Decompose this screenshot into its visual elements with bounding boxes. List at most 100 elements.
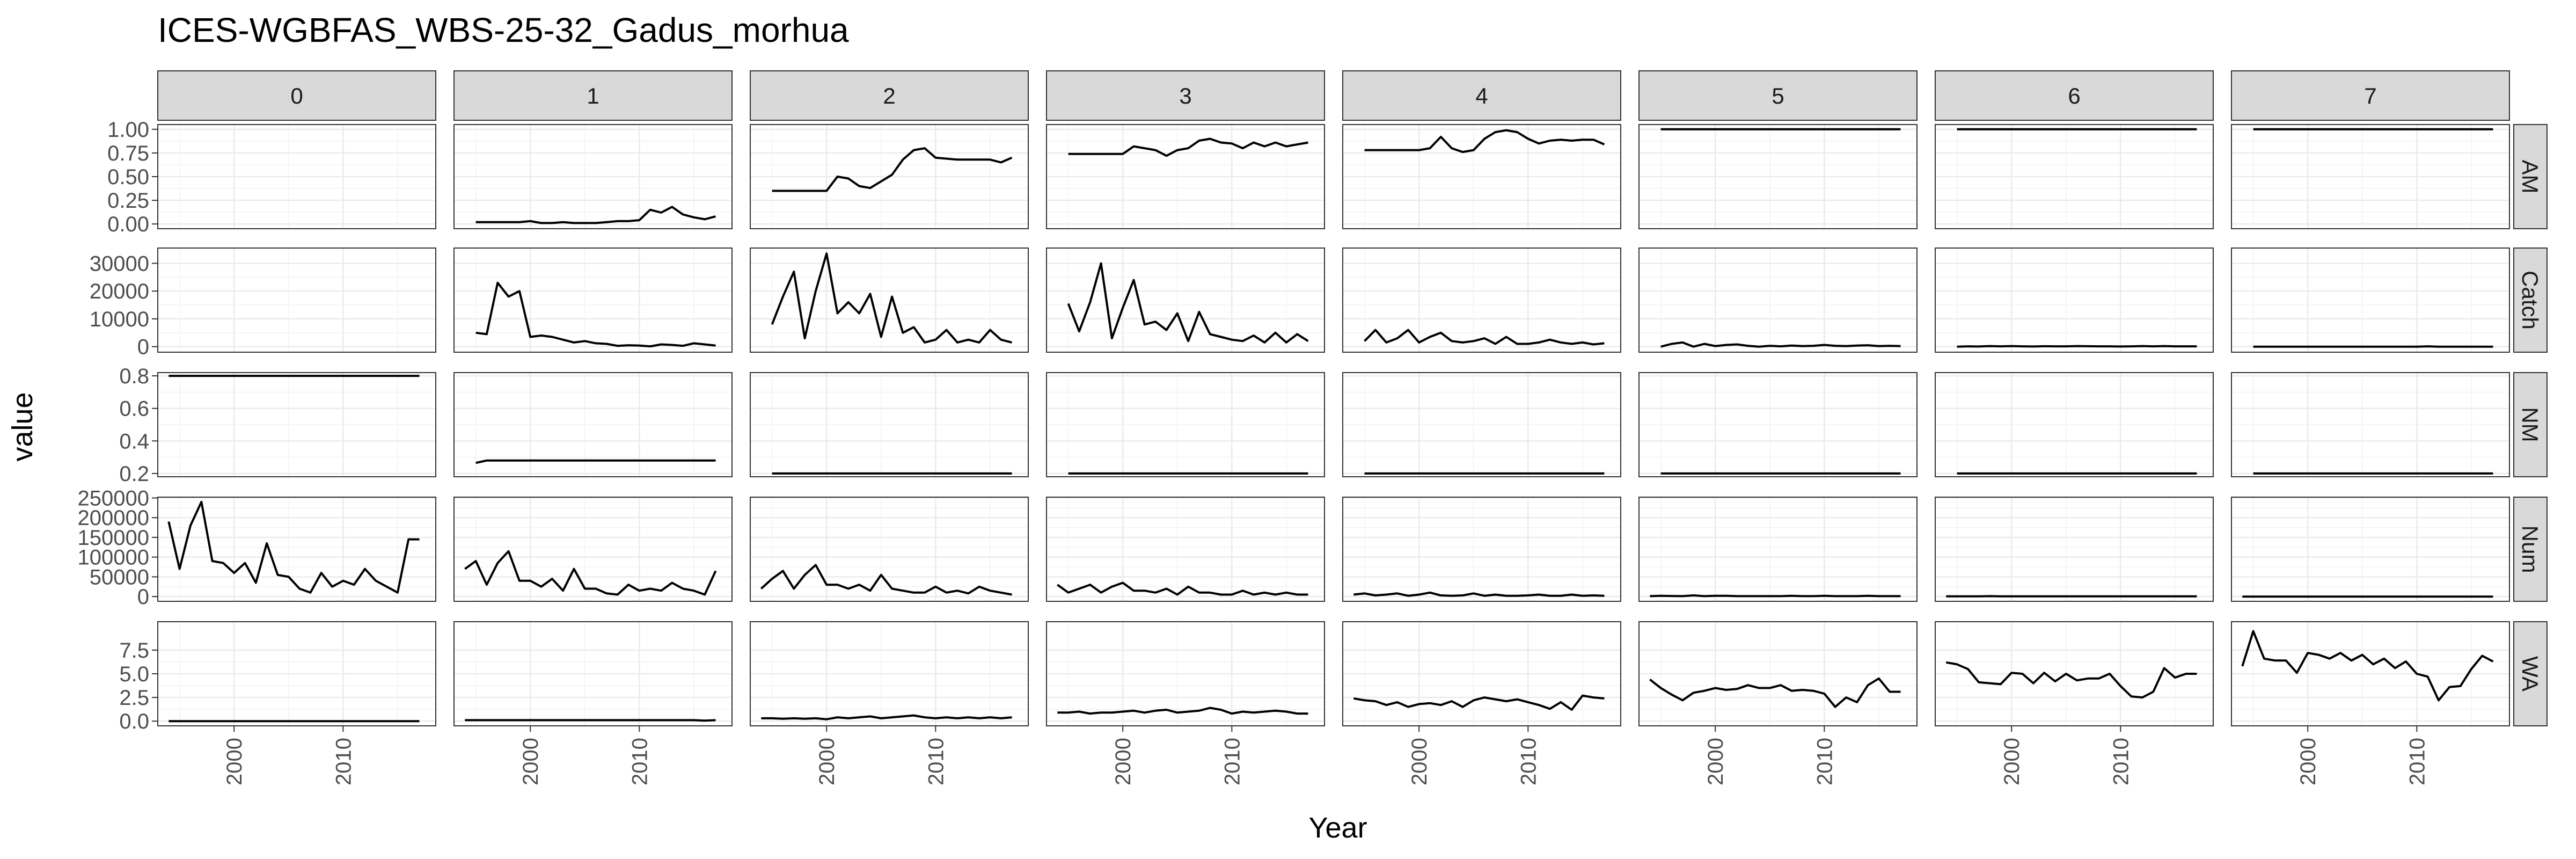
panel-Catch-age-7	[2231, 247, 2510, 353]
facet-strip-label-age-4: 4	[1475, 83, 1488, 108]
chart-title: ICES-WGBFAS_WBS-25-32_Gadus_morhua	[158, 11, 849, 49]
panel-bg	[454, 248, 732, 352]
y-tick-label-Catch-1: 10000	[90, 308, 149, 331]
facet-strip-label-age-6: 6	[2068, 83, 2080, 108]
series-line-AM-age-4	[1364, 129, 1605, 154]
x-tick-label-age-5-2010: 2010	[1813, 738, 1836, 785]
y-tick-label-Num-5: 250000	[78, 486, 149, 510]
panel-border	[157, 247, 436, 353]
y-tick-label-WA-2: 5.0	[119, 663, 149, 686]
facet-strip-age-5	[1638, 70, 1918, 121]
series-line-WA-age-6	[1945, 661, 2197, 699]
panel-bg	[1639, 497, 1917, 601]
panel-border	[157, 124, 436, 229]
series-line-Catch-age-2	[771, 252, 1012, 344]
y-tick-label-Num-4: 200000	[78, 506, 149, 530]
facet-strip-label-var-Num: Num	[2518, 526, 2543, 573]
panel-border	[2231, 372, 2510, 477]
facet-strip-age-2	[750, 70, 1029, 121]
panel-AM-age-4	[1342, 124, 1621, 229]
panel-bg	[2231, 497, 2509, 601]
panel-Catch-age-3	[1046, 247, 1325, 353]
panel-border	[453, 497, 733, 602]
panel-border	[1935, 124, 2214, 229]
series-line-WA-age-2	[761, 714, 1012, 720]
panel-AM-age-1	[453, 124, 733, 229]
panel-NM-age-3	[1046, 372, 1325, 477]
panel-border	[1342, 124, 1621, 229]
panel-border	[453, 247, 733, 353]
y-tick-label-WA-0: 0.0	[119, 710, 149, 733]
panel-Catch-age-0	[157, 247, 436, 353]
y-tick-label-Catch-0: 0	[137, 336, 149, 359]
panel-border	[157, 621, 436, 726]
x-tick-label-age-3-2000: 2000	[1111, 738, 1135, 785]
facet-strip-label-age-3: 3	[1179, 83, 1191, 108]
panel-border	[1935, 372, 2214, 477]
panel-Num-age-0	[157, 497, 436, 602]
panel-border	[1638, 247, 1918, 353]
panel-border	[1935, 497, 2214, 602]
x-tick-label-age-1-2000: 2000	[519, 738, 543, 785]
panel-border	[1342, 497, 1621, 602]
panel-border	[1342, 621, 1621, 726]
panel-border	[157, 372, 436, 477]
y-tick-label-WA-1: 2.5	[119, 686, 149, 710]
panel-border	[1342, 247, 1621, 353]
panel-WA-age-0	[157, 621, 436, 726]
series-line-WA-age-5	[1649, 677, 1901, 708]
panel-WA-age-6	[1935, 621, 2214, 726]
x-tick-label-age-6-2010: 2010	[2109, 738, 2133, 785]
facet-strip-age-6	[1935, 70, 2214, 121]
panel-Num-age-2	[750, 497, 1029, 602]
facet-strip-label-age-0: 0	[290, 83, 303, 108]
panel-Num-age-7	[2231, 497, 2510, 602]
facet-strip-label-age-5: 5	[1772, 83, 1784, 108]
panel-border	[1342, 372, 1621, 477]
panel-NM-age-6	[1935, 372, 2214, 477]
panel-AM-age-0	[157, 124, 436, 229]
panel-Num-age-4	[1342, 497, 1621, 602]
panel-bg	[1639, 248, 1917, 352]
x-tick-label-age-3-2010: 2010	[1220, 738, 1244, 785]
panel-border	[1046, 124, 1325, 229]
y-tick-label-AM-3: 0.75	[107, 142, 149, 165]
panel-WA-age-3	[1046, 621, 1325, 726]
facet-strip-var-WA	[2513, 621, 2548, 726]
panel-bg	[1343, 248, 1621, 352]
y-tick-label-AM-0: 0.00	[107, 213, 149, 236]
panel-border	[1935, 247, 2214, 353]
y-tick-label-Num-2: 100000	[78, 546, 149, 570]
panel-border	[1638, 497, 1918, 602]
series-line-Catch-age-4	[1364, 329, 1605, 346]
panel-border	[1046, 372, 1325, 477]
facet-strip-label-age-1: 1	[587, 83, 599, 108]
panel-border	[453, 124, 733, 229]
facet-strip-age-0	[157, 70, 436, 121]
panel-NM-age-2	[750, 372, 1029, 477]
panel-border	[2231, 124, 2510, 229]
panel-border	[1638, 372, 1918, 477]
facet-strip-label-var-AM: AM	[2518, 160, 2543, 194]
panel-NM-age-7	[2231, 372, 2510, 477]
series-line-Num-age-4	[1353, 591, 1605, 597]
series-line-Num-age-2	[760, 564, 1012, 596]
panel-Catch-age-4	[1342, 247, 1621, 353]
panel-Catch-age-1	[453, 247, 733, 353]
panel-border	[157, 497, 436, 602]
panel-border	[750, 621, 1029, 726]
facet-strip-var-Num	[2513, 497, 2548, 602]
x-tick-label-age-2-2010: 2010	[924, 738, 948, 785]
series-line-Num-age-3	[1057, 581, 1308, 596]
y-tick-label-WA-3: 7.5	[119, 639, 149, 663]
facet-strip-label-var-NM: NM	[2518, 407, 2543, 442]
panel-Num-age-1	[453, 497, 733, 602]
panel-Num-age-5	[1638, 497, 1918, 602]
panel-NM-age-5	[1638, 372, 1918, 477]
panel-AM-age-5	[1638, 124, 1918, 229]
panel-AM-age-7	[2231, 124, 2510, 229]
facet-strip-var-Catch	[2513, 247, 2548, 353]
panel-NM-age-1	[453, 372, 733, 477]
